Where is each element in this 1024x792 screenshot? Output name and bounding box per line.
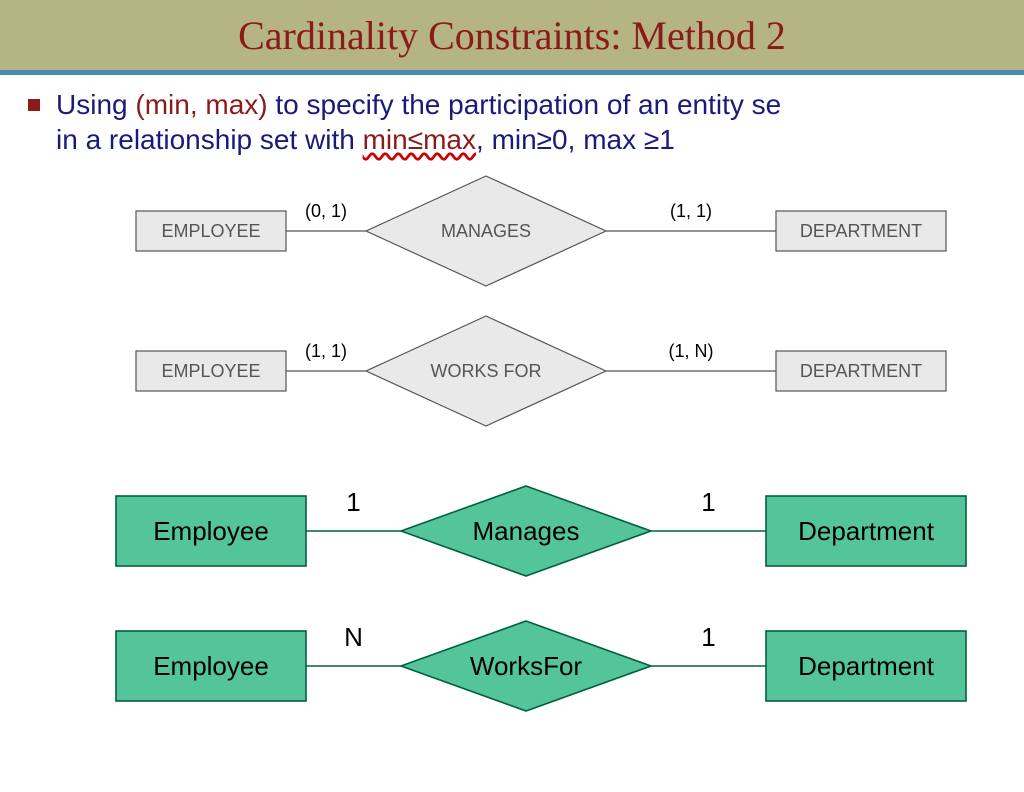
cardinality-right: (1, N) xyxy=(669,341,714,361)
bullet-line2a: in a relationship set with xyxy=(56,124,363,155)
er-diagram: EMPLOYEEMANAGESDEPARTMENT(0, 1)(1, 1)EMP… xyxy=(76,171,976,771)
relationship-label: WORKS FOR xyxy=(431,361,542,381)
bullet-point: Using (min, max) to specify the particip… xyxy=(28,87,1024,157)
cardinality-right: 1 xyxy=(701,622,715,652)
entity-left-label: EMPLOYEE xyxy=(161,221,260,241)
entity-left-label: EMPLOYEE xyxy=(161,361,260,381)
content-area: Using (min, max) to specify the particip… xyxy=(0,75,1024,771)
page-title: Cardinality Constraints: Method 2 xyxy=(238,12,786,59)
cardinality-left: (1, 1) xyxy=(305,341,347,361)
entity-right-label: DEPARTMENT xyxy=(800,361,922,381)
bullet-mid1: to specify the participation of an entit… xyxy=(268,89,782,120)
er-row-3: Employee WorksFor Department N 1 xyxy=(116,621,966,711)
bullet-minge0: min≥0 xyxy=(492,124,568,155)
entity-left-label: Employee xyxy=(153,651,269,681)
bullet-maxge1: max ≥1 xyxy=(583,124,675,155)
bullet-minlemax: min≤max xyxy=(363,124,476,155)
cardinality-left: N xyxy=(344,622,363,652)
relationship-label: MANAGES xyxy=(441,221,531,241)
bullet-square-icon xyxy=(28,99,40,111)
entity-right-label: DEPARTMENT xyxy=(800,221,922,241)
bullet-text: Using (min, max) to specify the particip… xyxy=(56,87,781,157)
bullet-c2: , xyxy=(568,124,584,155)
relationship-label: WorksFor xyxy=(470,651,583,681)
cardinality-right: 1 xyxy=(701,487,715,517)
title-bar: Cardinality Constraints: Method 2 xyxy=(0,0,1024,75)
cardinality-left: 1 xyxy=(346,487,360,517)
cardinality-left: (0, 1) xyxy=(305,201,347,221)
er-row-1: EMPLOYEE WORKS FOR DEPARTMENT (1, 1) (1, N) xyxy=(136,316,946,426)
cardinality-right: (1, 1) xyxy=(670,201,712,221)
bullet-minmax: (min, max) xyxy=(135,89,267,120)
relationship-label: Manages xyxy=(473,516,580,546)
bullet-prefix: Using xyxy=(56,89,135,120)
entity-right-label: Department xyxy=(798,651,935,681)
er-row-0: EMPLOYEE MANAGES DEPARTMENT (0, 1) (1, 1) xyxy=(136,176,946,286)
er-row-2: Employee Manages Department 1 1 xyxy=(116,486,966,576)
entity-right-label: Department xyxy=(798,516,935,546)
entity-left-label: Employee xyxy=(153,516,269,546)
bullet-c1: , xyxy=(476,124,492,155)
